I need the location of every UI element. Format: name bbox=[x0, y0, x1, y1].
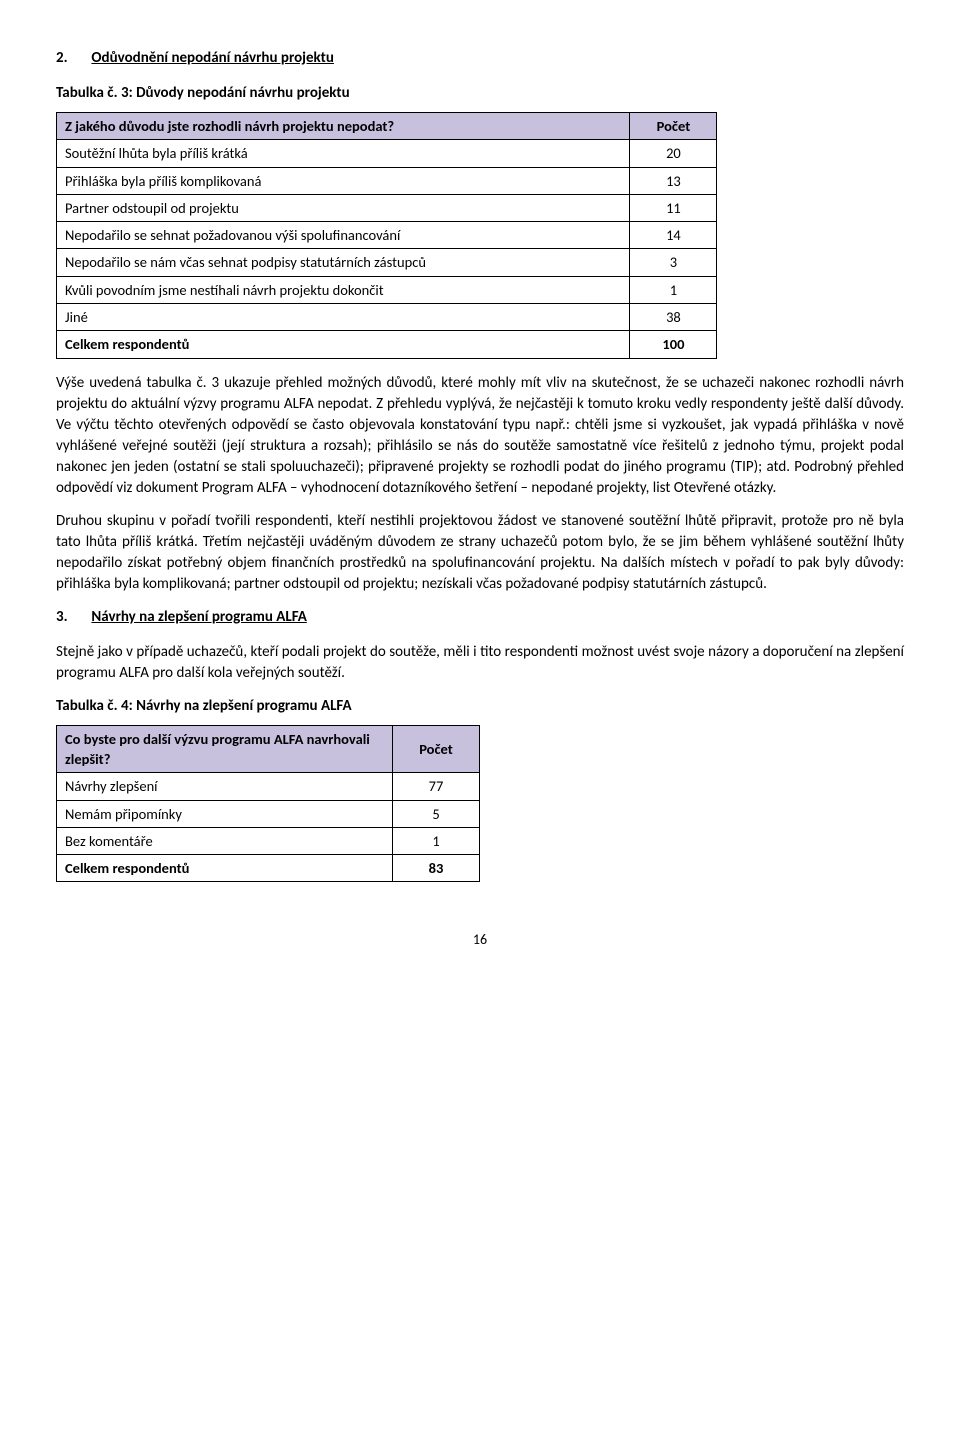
table-cell-value: 38 bbox=[630, 304, 717, 331]
table-row: Nepodařilo se nám včas sehnat podpisy st… bbox=[57, 249, 717, 276]
table-cell-value: 77 bbox=[393, 773, 480, 800]
section2-para2: Druhou skupinu v pořadí tvořili responde… bbox=[56, 511, 904, 595]
table-cell-value: 13 bbox=[630, 167, 717, 194]
table-cell-value: 14 bbox=[630, 222, 717, 249]
table4-total-row: Celkem respondentů 83 bbox=[57, 855, 480, 882]
table-row: Bez komentáře 1 bbox=[57, 827, 480, 854]
table-row: Kvůli povodním jsme nestíhali návrh proj… bbox=[57, 276, 717, 303]
table-cell-label: Přihláška byla příliš komplikovaná bbox=[57, 167, 630, 194]
section3-title: Návrhy na zlepšení programu ALFA bbox=[91, 608, 306, 626]
table-cell-value: 5 bbox=[393, 800, 480, 827]
table-cell-value: 1 bbox=[630, 276, 717, 303]
section3-heading: 3. Návrhy na zlepšení programu ALFA bbox=[56, 607, 904, 628]
table-cell-value: 11 bbox=[630, 194, 717, 221]
table-row: Nemám připomínky 5 bbox=[57, 800, 480, 827]
table-cell-label: Nemám připomínky bbox=[57, 800, 393, 827]
section2-number: 2. bbox=[56, 48, 88, 69]
table-cell-label: Soutěžní lhůta byla příliš krátká bbox=[57, 140, 630, 167]
table-cell-value: 3 bbox=[630, 249, 717, 276]
table-cell-value: 1 bbox=[393, 827, 480, 854]
section2-title: Odůvodnění nepodání návrhu projektu bbox=[91, 49, 334, 67]
table-cell-value: 20 bbox=[630, 140, 717, 167]
section3-intro: Stejně jako v případě uchazečů, kteří po… bbox=[56, 642, 904, 684]
table-row: Soutěžní lhůta byla příliš krátká 20 bbox=[57, 140, 717, 167]
table-row: Přihláška byla příliš komplikovaná 13 bbox=[57, 167, 717, 194]
table3-header-question: Z jakého důvodu jste rozhodli návrh proj… bbox=[57, 113, 630, 140]
table-row: Návrhy zlepšení 77 bbox=[57, 773, 480, 800]
table4-header-question: Co byste pro další výzvu programu ALFA n… bbox=[57, 725, 393, 773]
table4-caption: Tabulka č. 4: Návrhy na zlepšení program… bbox=[56, 696, 904, 717]
section3-number: 3. bbox=[56, 607, 88, 628]
table4: Co byste pro další výzvu programu ALFA n… bbox=[56, 725, 480, 883]
table4-header-row: Co byste pro další výzvu programu ALFA n… bbox=[57, 725, 480, 773]
table-cell-label: Návrhy zlepšení bbox=[57, 773, 393, 800]
table3-header-row: Z jakého důvodu jste rozhodli návrh proj… bbox=[57, 113, 717, 140]
table-row: Jiné 38 bbox=[57, 304, 717, 331]
table-cell-label: Nepodařilo se nám včas sehnat podpisy st… bbox=[57, 249, 630, 276]
table-cell-label: Bez komentáře bbox=[57, 827, 393, 854]
table3-total-label: Celkem respondentů bbox=[57, 331, 630, 358]
table4-header-count: Počet bbox=[393, 725, 480, 773]
table-cell-label: Nepodařilo se sehnat požadovanou výši sp… bbox=[57, 222, 630, 249]
table3-total-row: Celkem respondentů 100 bbox=[57, 331, 717, 358]
page-number: 16 bbox=[56, 930, 904, 950]
table4-total-label: Celkem respondentů bbox=[57, 855, 393, 882]
table3-caption: Tabulka č. 3: Důvody nepodání návrhu pro… bbox=[56, 83, 904, 104]
table3-header-count: Počet bbox=[630, 113, 717, 140]
table-cell-label: Kvůli povodním jsme nestíhali návrh proj… bbox=[57, 276, 630, 303]
table-row: Partner odstoupil od projektu 11 bbox=[57, 194, 717, 221]
table-cell-label: Jiné bbox=[57, 304, 630, 331]
table3-total-value: 100 bbox=[630, 331, 717, 358]
table4-total-value: 83 bbox=[393, 855, 480, 882]
table3: Z jakého důvodu jste rozhodli návrh proj… bbox=[56, 112, 717, 359]
section2-heading: 2. Odůvodnění nepodání návrhu projektu bbox=[56, 48, 904, 69]
table-cell-label: Partner odstoupil od projektu bbox=[57, 194, 630, 221]
table-row: Nepodařilo se sehnat požadovanou výši sp… bbox=[57, 222, 717, 249]
section2-para1: Výše uvedená tabulka č. 3 ukazuje přehle… bbox=[56, 373, 904, 499]
